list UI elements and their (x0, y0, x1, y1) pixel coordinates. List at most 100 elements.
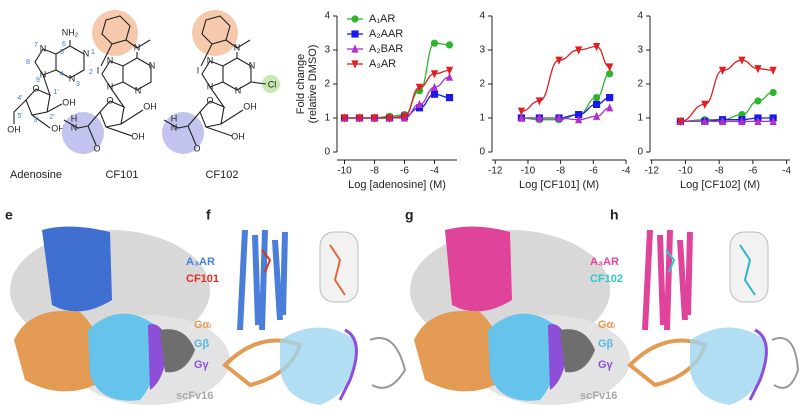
atom-label: 2' (49, 114, 54, 121)
x-tick-label: -6 (748, 166, 757, 177)
ribbon-model-h: h A₃AR CF102 Gαᵢ Gβ Gγ scFv16 (580, 207, 800, 405)
y-tick-label: 0 (479, 147, 485, 158)
marker (555, 113, 563, 122)
label: scFv16 (176, 390, 213, 402)
legend-label: A₁AR (369, 13, 395, 25)
atom-label: N (249, 60, 256, 70)
atom-label: 5' (17, 113, 22, 120)
x-tick-label: -10 (337, 166, 352, 177)
marker (575, 115, 583, 124)
marker (445, 72, 454, 81)
label: CF101 (186, 273, 219, 285)
marker (445, 66, 454, 75)
atom-label: N (107, 55, 114, 65)
structure-name: CF101 (105, 169, 138, 181)
x-tick-label: -4 (622, 166, 631, 177)
atom-label: N (40, 43, 47, 53)
marker (575, 111, 583, 119)
marker (769, 66, 777, 75)
atom-label: O (193, 143, 200, 153)
y-axis-label: Fold change (295, 54, 307, 115)
marker (592, 111, 601, 120)
marker (385, 114, 394, 123)
x-tick-label: -12 (488, 166, 503, 177)
marker (606, 63, 614, 72)
atom-label: N (69, 73, 76, 83)
atom-label: N (134, 42, 141, 52)
atom-label: N (207, 55, 214, 65)
atom-label: OH (131, 131, 145, 141)
marker (769, 116, 777, 125)
atom-label: N (40, 69, 47, 79)
marker (415, 83, 424, 92)
marker (535, 113, 543, 122)
x-tick-label: -10 (521, 166, 536, 177)
marker (517, 113, 526, 122)
density-map-e: e (5, 207, 230, 405)
x-axis-label: Log [CF102] (M) (680, 179, 760, 191)
label: Gβ (598, 338, 614, 350)
atom-label: 1 (91, 49, 95, 56)
y-tick-label: 4 (637, 11, 643, 22)
atom-label: 7 (34, 42, 38, 49)
x-tick-label: -8 (370, 166, 379, 177)
y-tick-label: 3 (479, 45, 485, 56)
density-map-g: g (405, 207, 630, 405)
marker (606, 103, 614, 112)
legend-label: A₂AAR (369, 28, 403, 40)
label: Gγ (194, 359, 210, 371)
cf101-structure: N I N N N N O OH OH H N O CF101 (62, 10, 157, 181)
atom-label: N (83, 48, 90, 58)
marker (340, 114, 349, 123)
marker (754, 97, 762, 105)
marker (370, 114, 379, 123)
atom-label: I (97, 65, 100, 75)
atom-label: H (171, 113, 178, 123)
marker (430, 82, 439, 91)
x-tick-label: -6 (400, 166, 409, 177)
atom-label: Cl (268, 79, 277, 89)
marker (718, 116, 727, 125)
legend-marker (351, 44, 359, 53)
marker (738, 116, 746, 125)
atom-label: N (107, 81, 114, 91)
legend-marker (351, 60, 359, 69)
legend-marker (351, 15, 359, 23)
y-tick-label: 0 (637, 147, 643, 158)
atom-label: N (135, 85, 142, 95)
marker (445, 94, 454, 102)
atom-label: 8 (26, 59, 30, 66)
marker (718, 66, 727, 75)
label: A₃AR (590, 256, 619, 268)
marker (430, 39, 439, 47)
atom-label: OH (243, 101, 257, 111)
atom-label: O (106, 95, 113, 105)
marker (606, 94, 614, 102)
marker (701, 116, 709, 125)
label: A₃AR (186, 256, 215, 268)
atom-label: N (149, 60, 156, 70)
marker (430, 70, 439, 79)
atom-label: 4 (60, 71, 64, 78)
x-axis-label: Log [CF101] (M) (519, 179, 599, 191)
x-axis-label: Log [adenosine] (M) (348, 179, 446, 191)
label: CF102 (590, 273, 623, 285)
marker (517, 107, 526, 116)
atom-label: OH (51, 123, 65, 133)
y-tick-label: 4 (479, 11, 485, 22)
y-tick-label: 0 (324, 147, 330, 158)
legend-label: A₂BAR (369, 43, 403, 55)
atom-label: N (71, 122, 78, 132)
marker (592, 94, 601, 102)
atom-label: 2 (89, 69, 93, 76)
atom-label: O (32, 83, 39, 93)
x-tick-label: -4 (430, 166, 439, 177)
y-tick-label: 1 (637, 113, 643, 124)
marker (738, 56, 746, 65)
structure-name: Adenosine (10, 169, 62, 181)
atom-label: I (197, 65, 200, 75)
panel-letter: f (206, 207, 211, 223)
y-tick-label: 3 (324, 45, 330, 56)
x-tick-label: -8 (556, 166, 565, 177)
